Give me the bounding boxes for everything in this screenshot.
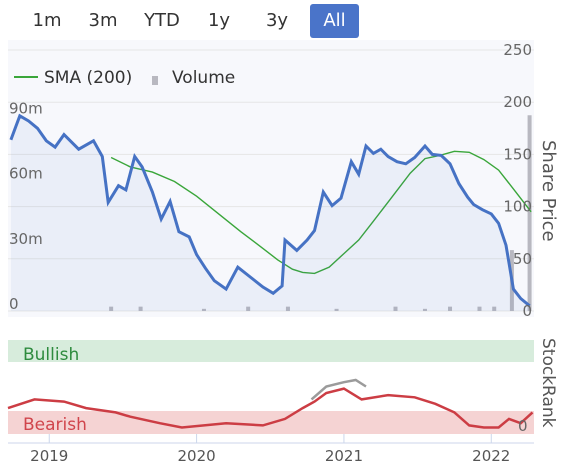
price-tick-label: 150 — [503, 145, 532, 163]
volume-bar — [527, 115, 532, 311]
volume-legend-swatch — [152, 76, 158, 85]
volume-bar — [393, 306, 398, 311]
volume-tick-label: 30m — [9, 230, 43, 248]
volume-bar — [422, 308, 427, 311]
x-tick-label: 2020 — [178, 447, 216, 465]
price-tick-label: 100 — [503, 198, 532, 216]
legend-sma-label: SMA (200) — [44, 68, 132, 88]
bullish-band — [8, 340, 534, 362]
volume-tick-label: 90m — [9, 99, 43, 117]
x-tick-label: 2019 — [30, 447, 68, 465]
volume-bar — [109, 306, 114, 311]
stockrank-neutral-line — [310, 378, 367, 401]
legend-volume-label: Volume — [172, 68, 235, 88]
tab-1y[interactable]: 1y — [207, 10, 231, 31]
gridlines — [8, 49, 534, 312]
plot-background — [8, 40, 534, 317]
tab-all[interactable]: All — [310, 4, 359, 38]
price-tick-label: 250 — [503, 41, 532, 59]
stockrank-line — [7, 387, 534, 429]
price-tick-label: 0 — [522, 302, 532, 320]
x-axis: 2019 2020 2021 2022 — [30, 434, 510, 465]
volume-bar — [246, 306, 251, 311]
price-area — [10, 115, 530, 311]
price-line — [9, 113, 531, 307]
price-axis-label: Share Price — [538, 140, 559, 242]
volume-bar — [492, 306, 497, 311]
bearish-label: Bearish — [23, 415, 87, 435]
x-tick-label: 2021 — [325, 447, 363, 465]
volume-tick-label: 60m — [9, 165, 43, 183]
price-tick-label: 50 — [513, 250, 532, 268]
volume-bar — [448, 306, 453, 311]
volume-bar — [138, 306, 143, 311]
price-tick-label: 200 — [503, 93, 532, 111]
tab-1m[interactable]: 1m — [32, 10, 62, 31]
tab-3m[interactable]: 3m — [88, 10, 118, 31]
volume-axis: 90m 60m 30m 0 — [9, 99, 43, 313]
tab-3y[interactable]: 3y — [265, 10, 289, 31]
sma-line — [110, 150, 532, 275]
volume-bar — [334, 308, 339, 311]
legend: SMA (200) Volume — [14, 68, 235, 88]
volume-bar — [201, 308, 206, 311]
volume-tick-label: 0 — [9, 295, 19, 313]
x-tick-label: 2022 — [472, 447, 510, 465]
stockrank-zero-tick: 0 — [518, 417, 528, 435]
stockrank-axis-label: StockRank — [538, 338, 558, 428]
volume-bar — [477, 306, 482, 311]
bullish-label: Bullish — [23, 345, 79, 365]
volume-bar — [285, 306, 290, 311]
price-axis: 250 200 150 100 50 0 — [503, 41, 532, 320]
tab-ytd[interactable]: YTD — [144, 10, 180, 31]
